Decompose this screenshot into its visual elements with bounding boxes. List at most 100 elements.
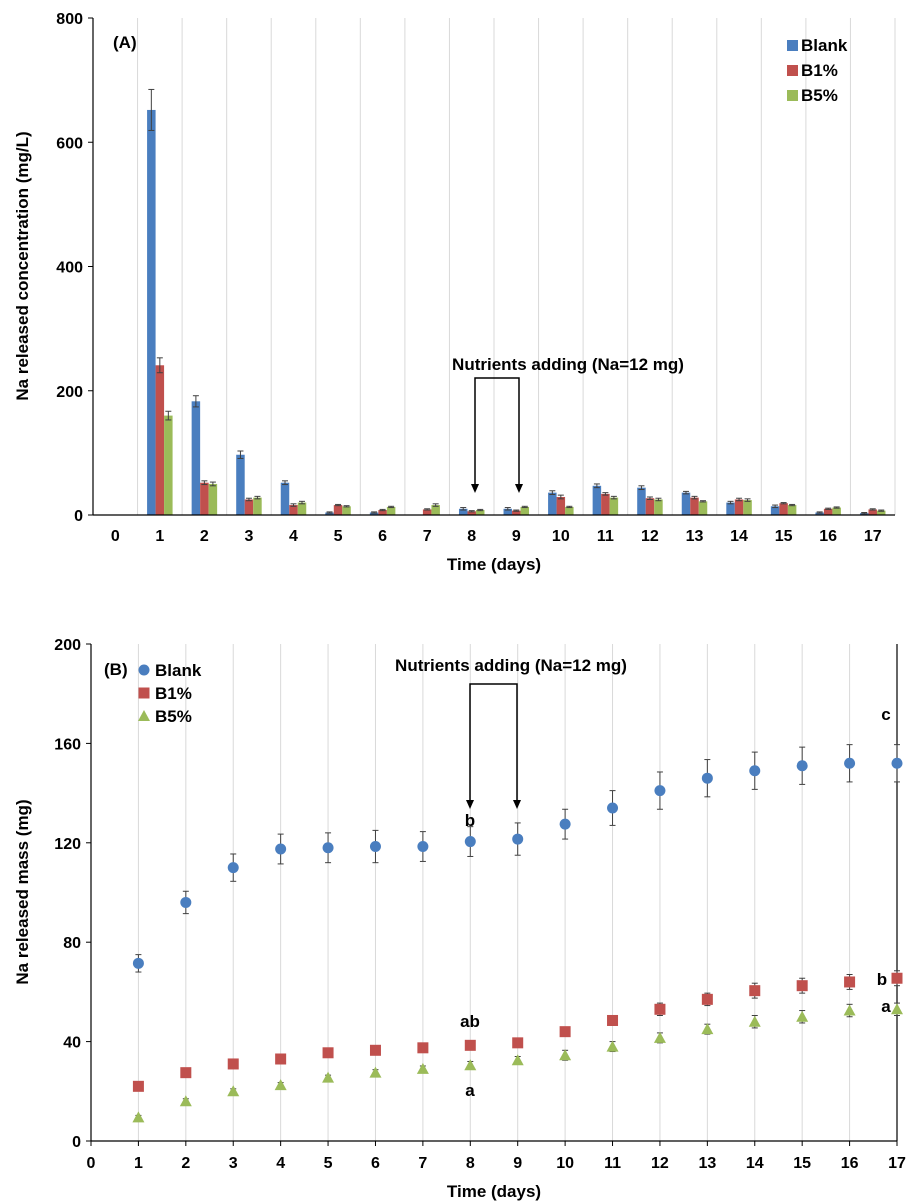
panel-b-significance-labels: b ab a c b a <box>460 705 891 1100</box>
bar-b1pct-day17 <box>868 509 877 515</box>
point-b5pct-day10 <box>559 1049 572 1061</box>
bar-b5pct-day11 <box>609 497 619 515</box>
point-blank-day3 <box>227 862 239 874</box>
point-b1pct-day4 <box>275 1053 287 1065</box>
panel-b-arrow-day9 <box>513 800 521 809</box>
panel-b-x-tick-label: 8 <box>466 1155 475 1172</box>
point-blank-day10 <box>559 818 571 830</box>
legend-swatch-b5pct <box>787 90 798 101</box>
point-blank-day7 <box>417 841 429 853</box>
panel-a-x-tick-label: 5 <box>334 528 343 545</box>
bar-b1pct-day3 <box>244 499 254 515</box>
bar-b1pct-day2 <box>200 482 209 515</box>
point-b5pct-day5 <box>322 1071 335 1083</box>
panel-a-y-tick-label: 0 <box>74 508 83 525</box>
panel-a-x-tick-label: 9 <box>512 528 521 545</box>
point-b5pct-day11 <box>606 1040 619 1052</box>
panel-a-x-tick-label: 17 <box>864 528 882 545</box>
panel-b-x-tick-label: 11 <box>604 1155 621 1172</box>
sig-label-b1-day8: ab <box>460 1012 480 1031</box>
bar-b1pct-day5 <box>333 505 343 515</box>
bar-b1pct-day9 <box>512 510 521 515</box>
panel-b-y-tick-label: 160 <box>54 736 81 753</box>
bar-b1pct-day15 <box>779 503 788 515</box>
bar-blank-day4 <box>280 482 290 515</box>
panel-b-y-ticks: 0 40 80 120 160 200 <box>54 637 91 1151</box>
panel-a-x-tick-label: 0 <box>111 528 120 545</box>
bar-b5pct-day8 <box>475 510 485 515</box>
point-b1pct-day9 <box>512 1037 524 1049</box>
panel-b-y-axis-title: Na released mass (mg) <box>13 799 32 984</box>
panel-a-x-tick-label: 1 <box>155 528 164 545</box>
point-b5pct-day8 <box>464 1059 477 1071</box>
point-blank-day8 <box>464 836 476 848</box>
point-b1pct-day15 <box>796 980 808 992</box>
bar-b5pct-day9 <box>520 506 530 515</box>
point-b1pct-day17 <box>891 972 903 984</box>
bar-b5pct-day14 <box>743 500 752 515</box>
bar-b5pct-day15 <box>787 505 797 515</box>
legend-marker-b5pct <box>138 710 150 721</box>
legend-marker-blank <box>138 664 150 676</box>
panel-a-x-tick-label: 13 <box>686 528 704 545</box>
point-blank-day15 <box>796 760 808 772</box>
point-b5pct-day6 <box>369 1066 382 1078</box>
point-blank-day6 <box>369 841 381 853</box>
point-b1pct-day14 <box>749 985 761 997</box>
point-blank-day5 <box>322 842 334 854</box>
point-b5pct-day17 <box>891 1003 903 1015</box>
legend-label-b5pct: B5% <box>801 86 838 105</box>
panel-a-y-tick-label: 400 <box>56 260 83 277</box>
point-b5pct-day15 <box>796 1010 809 1022</box>
legend-label-blank: Blank <box>801 36 848 55</box>
panel-b-x-tick-label: 12 <box>651 1155 669 1172</box>
panel-a-x-axis-title: Time (days) <box>447 555 541 574</box>
panel-a-x-tick-label: 6 <box>378 528 387 545</box>
point-b1pct-day6 <box>369 1044 381 1056</box>
panel-a-x-tick-label: 11 <box>597 528 614 545</box>
bar-blank-day14 <box>726 502 735 515</box>
bar-blank-day11 <box>592 485 602 515</box>
panel-b-x-tick-label: 7 <box>418 1155 427 1172</box>
bar-blank-day10 <box>548 492 557 515</box>
panel-a-x-tick-label: 16 <box>819 528 837 545</box>
legend-label-b5pct: B5% <box>155 707 192 726</box>
panel-a-arrow-day9 <box>515 484 523 493</box>
sig-label-b1-day17: b <box>877 970 887 989</box>
point-blank-day9 <box>512 833 524 845</box>
legend-swatch-b1pct <box>787 65 798 76</box>
bar-b1pct-day6 <box>378 510 387 515</box>
panel-b-x-tick-label: 17 <box>888 1155 906 1172</box>
panel-a-x-tick-label: 8 <box>467 528 476 545</box>
point-blank-day16 <box>844 757 856 769</box>
bar-blank-day13 <box>681 492 691 515</box>
point-blank-day2 <box>180 896 192 908</box>
panel-b-x-tick-label: 1 <box>134 1155 143 1172</box>
panel-a-gridlines <box>137 18 896 515</box>
bar-b5pct-day17 <box>876 510 886 515</box>
panel-a-nutrient-annotation: Nutrients adding (Na=12 mg) <box>452 355 684 493</box>
panel-a-y-tick-label: 200 <box>56 384 83 401</box>
panel-a-x-tick-label: 4 <box>289 528 298 545</box>
panel-b-points <box>132 744 903 1123</box>
point-b5pct-day16 <box>843 1004 856 1016</box>
sig-label-b5-day17: a <box>881 997 891 1016</box>
point-b1pct-day3 <box>227 1058 239 1070</box>
point-b1pct-day8 <box>464 1039 476 1051</box>
point-b5pct-day7 <box>416 1062 429 1074</box>
bar-blank-day12 <box>637 487 646 515</box>
point-blank-day11 <box>607 802 619 814</box>
panel-a-y-axis-title: Na released concentration (mg/L) <box>13 131 32 400</box>
legend-label-blank: Blank <box>155 661 202 680</box>
panel-a-y-tick-label: 800 <box>56 11 83 28</box>
panel-b-x-tick-label: 0 <box>87 1155 96 1172</box>
bar-b5pct-day13 <box>698 501 708 515</box>
panel-a-annotation-text: Nutrients adding (Na=12 mg) <box>452 355 684 374</box>
bar-blank-day2 <box>191 401 201 515</box>
panel-b-legend: Blank B1% B5% <box>138 661 202 726</box>
bar-b1pct-day7 <box>422 509 432 515</box>
point-b5pct-day2 <box>179 1095 192 1107</box>
bar-b1pct-day12 <box>645 498 655 515</box>
panel-a-x-tick-label: 7 <box>423 528 432 545</box>
